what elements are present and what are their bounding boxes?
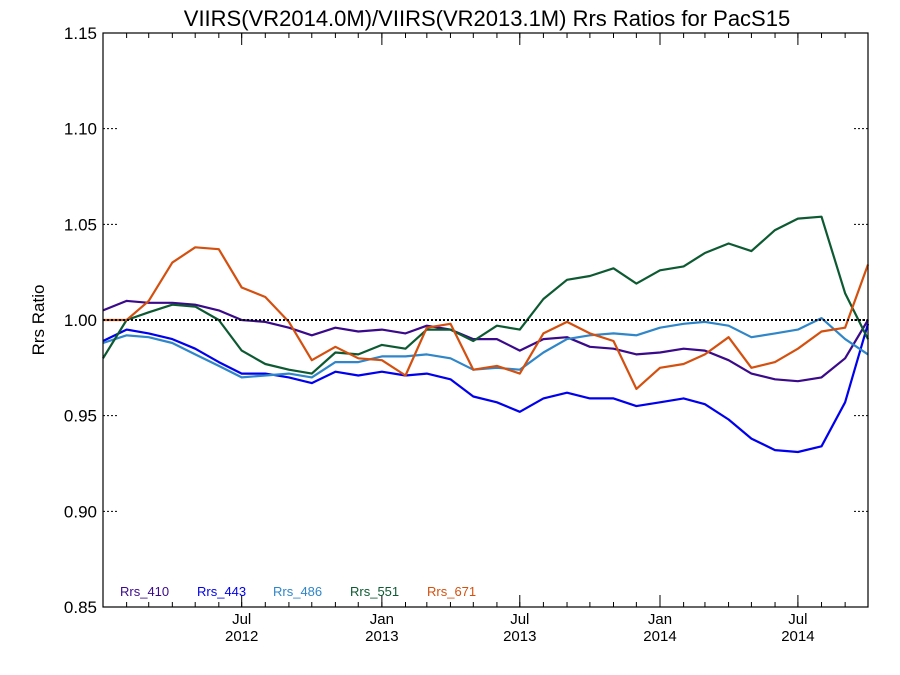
- legend-entry-rrs-410: Rrs_410: [120, 584, 169, 599]
- series-line-rrs-671: [103, 246, 870, 390]
- x-tick-label: 2014: [643, 628, 676, 645]
- x-tick-label: Jul: [232, 611, 251, 628]
- x-tick-label: 2013: [365, 628, 398, 645]
- series-line-rrs-443: [102, 323, 870, 454]
- legend-entry-rrs-486: Rrs_486: [273, 584, 322, 599]
- x-tick-label: 2014: [781, 628, 814, 645]
- legend-entry-rrs-551: Rrs_551: [350, 584, 399, 599]
- x-tick-label: 2013: [503, 628, 536, 645]
- y-axis-label: Rrs Ratio: [29, 285, 48, 356]
- y-tick-label: 1.15: [64, 24, 97, 43]
- x-tick-label: Jul: [788, 611, 807, 628]
- plot-area: 0.850.900.951.001.051.101.15Jul2012Jan20…: [64, 24, 870, 645]
- y-tick-label: 1.10: [64, 120, 97, 139]
- chart-title: VIIRS(VR2014.0M)/VIIRS(VR2013.1M) Rrs Ra…: [184, 6, 790, 31]
- series-line-rrs-551: [102, 215, 869, 375]
- x-tick-label: Jan: [648, 611, 672, 628]
- y-tick-label: 0.95: [64, 407, 97, 426]
- legend-entry-rrs-443: Rrs_443: [197, 584, 246, 599]
- x-tick-label: 2012: [225, 628, 258, 645]
- series-line-rrs-410: [102, 299, 869, 383]
- y-tick-label: 1.00: [64, 311, 97, 330]
- y-tick-label: 0.90: [64, 502, 97, 521]
- x-tick-label: Jan: [370, 611, 394, 628]
- legend: Rrs_410 Rrs_443 Rrs_486 Rrs_551 Rrs_671: [120, 584, 476, 599]
- y-tick-label: 0.85: [64, 598, 97, 617]
- legend-entry-rrs-671: Rrs_671: [427, 584, 476, 599]
- x-tick-label: Jul: [510, 611, 529, 628]
- y-tick-label: 1.05: [64, 215, 97, 234]
